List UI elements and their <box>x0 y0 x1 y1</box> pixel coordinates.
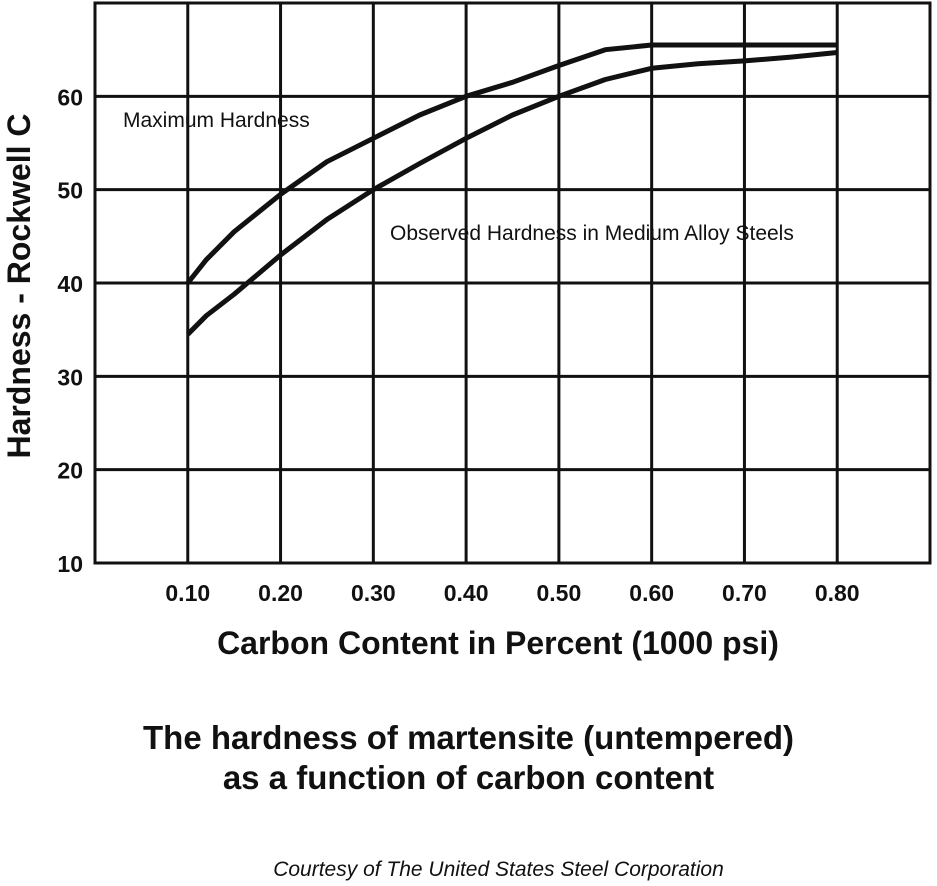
label-maximum-hardness: Maximum Hardness <box>123 109 310 132</box>
y-tick-label: 60 <box>57 84 83 110</box>
y-tick-label: 50 <box>57 178 83 204</box>
y-axis-title: Hardness - Rockwell C <box>1 114 37 459</box>
x-tick-label: 0.70 <box>722 580 767 606</box>
series-lines <box>185 42 838 337</box>
y-tick-label: 40 <box>57 271 83 297</box>
series-line-maximum-hardness <box>185 42 838 285</box>
x-tick-label: 0.50 <box>537 580 582 606</box>
series-line-observed-hardness <box>186 50 838 337</box>
caption-line-2: as a function of carbon content <box>222 759 715 796</box>
x-tick-labels: 0.10 0.20 0.30 0.40 0.50 0.60 0.70 0.80 <box>165 580 859 606</box>
x-tick-label: 0.30 <box>351 580 396 606</box>
x-tick-label: 0.40 <box>444 580 489 606</box>
x-tick-label: 0.80 <box>815 580 860 606</box>
x-axis-title: Carbon Content in Percent (1000 psi) <box>217 625 779 661</box>
grid <box>93 1 932 565</box>
x-tick-label: 0.60 <box>629 580 674 606</box>
credit-text: Courtesy of The United States Steel Corp… <box>273 858 724 881</box>
x-tick-label: 0.10 <box>165 580 210 606</box>
y-tick-labels: 10 20 30 40 50 60 <box>57 84 83 577</box>
y-tick-label: 30 <box>57 364 83 390</box>
label-observed-hardness: Observed Hardness in Medium Alloy Steels <box>390 222 794 245</box>
chart: 10 20 30 40 50 60 0.10 0.20 0.30 0.40 0.50 0.60 0.7… <box>1 1 932 661</box>
x-tick-label: 0.20 <box>258 580 303 606</box>
y-tick-label: 20 <box>57 458 83 484</box>
caption-line-1: The hardness of martensite (untempered) <box>143 719 794 756</box>
y-tick-label: 10 <box>57 551 83 577</box>
series-labels: Maximum Hardness Observed Hardness in Med… <box>123 109 794 245</box>
